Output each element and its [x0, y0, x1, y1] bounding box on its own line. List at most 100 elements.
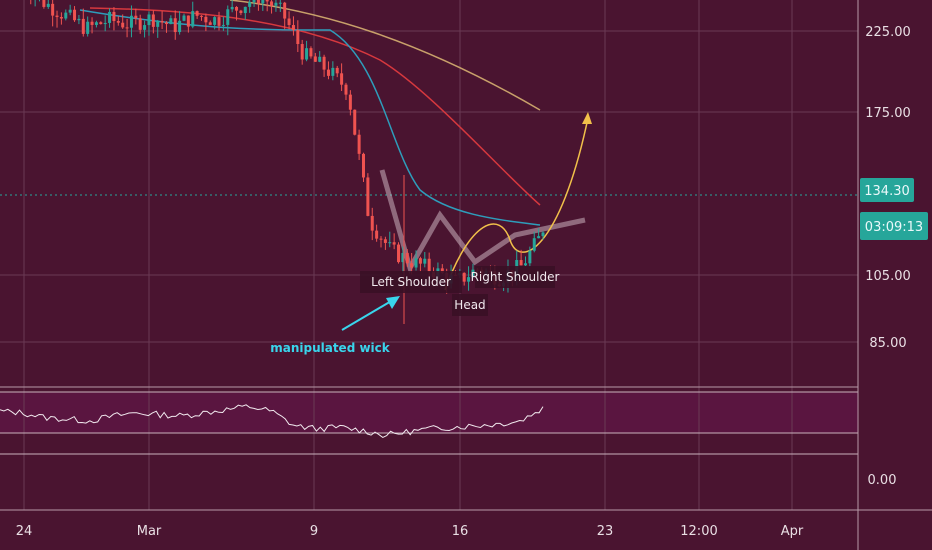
- right-shoulder-label: Right Shoulder: [471, 266, 560, 288]
- candle-body: [331, 67, 335, 76]
- candle-body: [200, 15, 204, 17]
- candle-body: [383, 239, 387, 243]
- candle-body: [99, 22, 103, 25]
- candle-body: [73, 9, 77, 21]
- candle-body: [217, 17, 221, 26]
- x-tick-label: Apr: [781, 524, 804, 539]
- candle-body: [392, 242, 396, 245]
- candle-body: [532, 238, 536, 251]
- candle-body: [81, 18, 85, 34]
- candle-body: [344, 84, 348, 95]
- candle-body: [326, 69, 330, 76]
- candle-body: [414, 258, 418, 268]
- candle-body: [305, 48, 309, 60]
- candle-body: [68, 9, 72, 13]
- candle-body: [77, 18, 81, 21]
- x-tick-label: 23: [597, 524, 614, 539]
- candle-body: [261, 0, 265, 4]
- candle-body: [427, 258, 431, 272]
- candle-body: [541, 232, 545, 237]
- candle-body: [243, 6, 247, 14]
- candle-body: [462, 272, 466, 282]
- candle-body: [64, 12, 68, 19]
- candle-body: [42, 0, 46, 7]
- candle-body: [423, 258, 427, 264]
- candle-body: [370, 215, 374, 231]
- candle-body: [340, 73, 344, 85]
- candle-body: [322, 56, 326, 70]
- candle-body: [204, 16, 208, 23]
- candle-body: [108, 11, 112, 23]
- candle-body: [379, 238, 383, 240]
- projection-curve: [444, 117, 589, 291]
- candle-body: [86, 21, 90, 34]
- left-shoulder-text: Left Shoulder: [371, 275, 451, 289]
- candle-body: [125, 27, 129, 29]
- candle-body: [208, 22, 212, 25]
- candle-body: [129, 15, 133, 28]
- candle-body: [156, 20, 160, 27]
- ma-slow-line: [229, 0, 541, 111]
- candle-body: [186, 15, 190, 27]
- right-shoulder-text: Right Shoulder: [471, 270, 560, 284]
- candle-body: [519, 260, 523, 266]
- candle-body: [296, 30, 300, 45]
- candle-body: [309, 48, 313, 57]
- ma-mid-line: [89, 7, 541, 206]
- candle-body: [375, 230, 379, 239]
- rsi-band: [0, 392, 858, 433]
- candle-body: [160, 20, 164, 23]
- candle-body: [116, 21, 120, 23]
- candle-body: [134, 15, 138, 19]
- candle-body: [467, 277, 471, 282]
- candle-body: [405, 253, 409, 264]
- rsi-line: [0, 404, 544, 438]
- candle-body: [138, 18, 142, 30]
- manipulated-wick-text: manipulated wick: [270, 341, 391, 355]
- x-tick-label: 9: [310, 524, 318, 539]
- candle-body: [221, 24, 225, 26]
- candle-body: [270, 1, 274, 6]
- x-tick-label: 24: [16, 524, 33, 539]
- candle-body: [440, 268, 444, 273]
- candle-body: [151, 14, 155, 27]
- candle-body: [256, 0, 260, 4]
- countdown-text: 03:09:13: [865, 220, 923, 235]
- candle-body: [164, 22, 168, 25]
- y-tick-label: 105.00: [865, 269, 911, 284]
- candle-body: [248, 2, 252, 7]
- candle-body: [103, 22, 107, 25]
- countdown-marker: 03:09:13: [860, 212, 928, 240]
- candle-body: [147, 14, 151, 26]
- candle-body: [313, 56, 317, 62]
- candle-body: [335, 67, 339, 74]
- candle-body: [523, 263, 527, 266]
- candle-body: [418, 258, 422, 264]
- rsi-y-tick-label: 0.00: [868, 473, 897, 488]
- wick-arrow: [341, 296, 400, 331]
- y-tick-label: 225.00: [865, 25, 911, 40]
- moving-averages: [79, 0, 541, 226]
- candle-body: [239, 10, 243, 14]
- candle-body: [112, 11, 116, 22]
- candle-body: [410, 263, 414, 268]
- candle-body: [195, 11, 199, 16]
- candle-body: [143, 25, 147, 30]
- candle-body: [401, 253, 405, 263]
- candle-body: [51, 3, 55, 16]
- candle-body: [537, 236, 541, 239]
- x-tick-label: Mar: [137, 524, 162, 539]
- candle-body: [388, 242, 392, 244]
- candle-body: [318, 56, 322, 62]
- candle-body: [235, 6, 239, 11]
- candle-body: [353, 109, 357, 135]
- left-shoulder-label: Left Shoulder: [360, 271, 462, 293]
- candle-body: [59, 17, 63, 19]
- candle-body: [46, 3, 50, 7]
- chart-annotations: Left Shoulder Head Right Shoulder manipu…: [16, 25, 928, 539]
- candle-body: [121, 22, 125, 28]
- candle-body: [287, 18, 291, 26]
- pattern-outline: [379, 169, 586, 275]
- candle-body: [300, 44, 304, 60]
